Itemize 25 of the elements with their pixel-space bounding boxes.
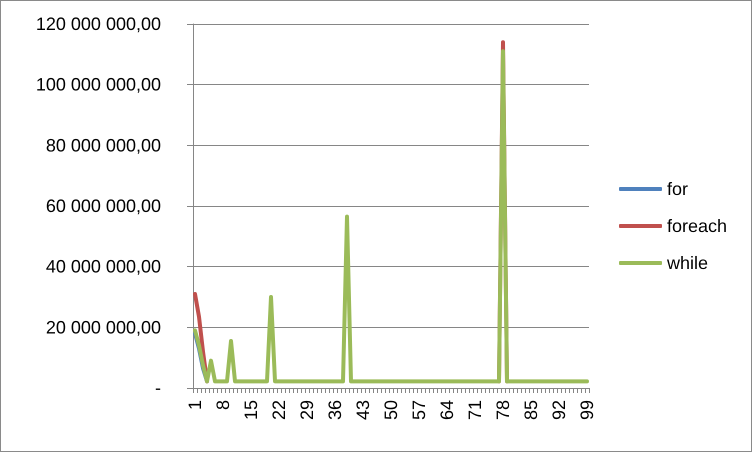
x-tick-label: 8 bbox=[213, 400, 233, 410]
x-tick-label: 36 bbox=[325, 400, 345, 420]
x-tick-label: 64 bbox=[437, 400, 457, 420]
x-tick-label: 22 bbox=[269, 400, 289, 420]
y-tick-label: 100 000 000,00 bbox=[36, 74, 161, 95]
x-tick-label: 43 bbox=[353, 400, 373, 420]
y-tick-label: 120 000 000,00 bbox=[36, 14, 161, 34]
legend-label: while bbox=[666, 253, 708, 273]
y-tick-label: 60 000 000,00 bbox=[46, 196, 161, 216]
x-tick-label: 50 bbox=[381, 400, 401, 420]
y-tick-label: 80 000 000,00 bbox=[46, 135, 161, 156]
x-tick-label: 1 bbox=[185, 400, 205, 410]
x-tick-label: 71 bbox=[465, 400, 485, 420]
x-tick-label: 57 bbox=[409, 400, 429, 420]
legend-label: for bbox=[667, 179, 688, 199]
x-tick-label: 99 bbox=[577, 400, 597, 420]
y-tick-label: 20 000 000,00 bbox=[46, 317, 161, 338]
y-tick-label: 40 000 000,00 bbox=[46, 256, 161, 277]
legend-label: foreach bbox=[667, 216, 728, 236]
x-tick-label: 78 bbox=[493, 400, 513, 420]
x-tick-label: 29 bbox=[297, 400, 317, 420]
x-tick-label: 15 bbox=[241, 400, 261, 420]
y-tick-label: - bbox=[155, 378, 161, 398]
x-tick-label: 92 bbox=[549, 400, 569, 420]
x-tick-label: 85 bbox=[521, 400, 541, 420]
